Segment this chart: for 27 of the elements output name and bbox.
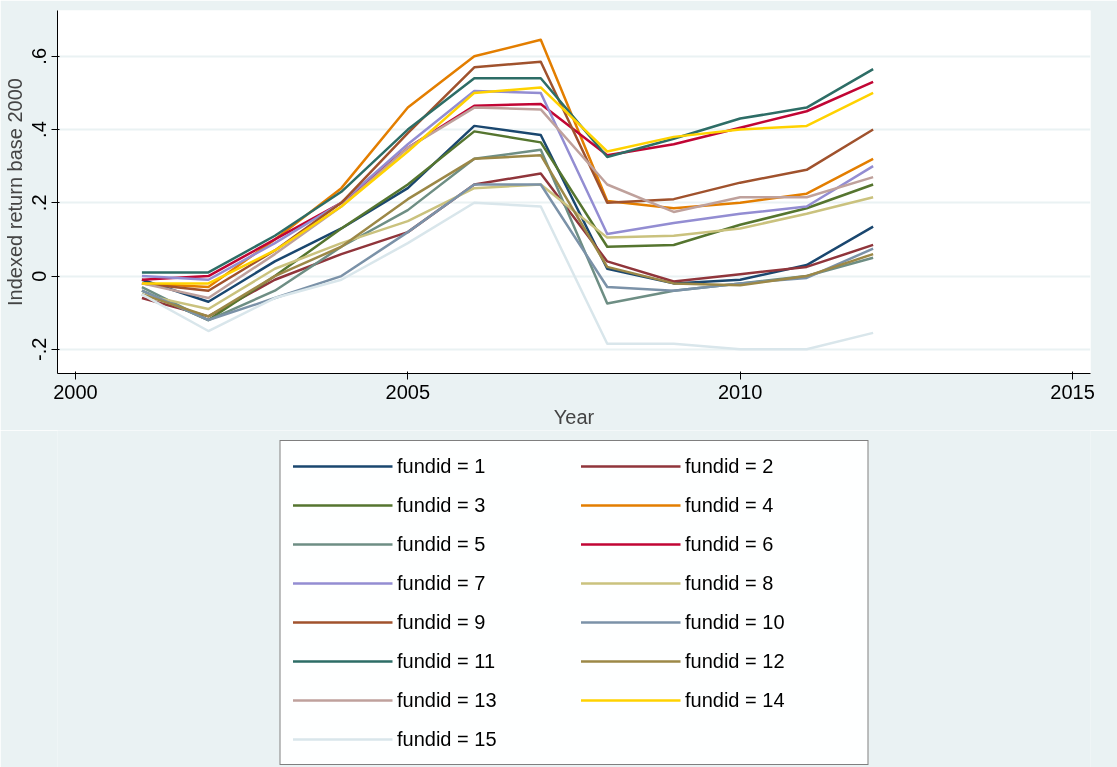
legend-label: fundid = 7 [397, 571, 487, 595]
legend-label: fundid = 12 [685, 649, 786, 673]
x-tick-label: 2010 [717, 380, 763, 403]
x-tick-label: 2015 [1050, 380, 1095, 403]
legend-label: fundid = 10 [685, 610, 786, 634]
y-tick-label: -.2 [28, 337, 51, 361]
x-tick-label: 2000 [53, 380, 98, 403]
y-tick-label: .6 [28, 47, 51, 65]
y-axis-title: Indexed return base 2000 [3, 78, 26, 306]
legend-label: fundid = 13 [397, 688, 498, 712]
line-series [140, 201, 875, 351]
legend-label: fundid = 15 [397, 727, 498, 751]
legend-label: fundid = 4 [685, 493, 775, 517]
legend-label: fundid = 8 [685, 571, 775, 595]
legend-label: fundid = 3 [397, 493, 487, 517]
legend-label: fundid = 6 [685, 532, 775, 556]
legend-label: fundid = 1 [397, 454, 487, 478]
y-tick-label: 0 [28, 270, 51, 282]
legend-label: fundid = 5 [397, 532, 487, 556]
legend-label: fundid = 11 [397, 649, 497, 673]
x-axis-title: Year [553, 405, 595, 428]
x-tick-label: 2005 [385, 380, 431, 403]
y-tick-label: .4 [28, 121, 51, 138]
legend-label: fundid = 14 [685, 688, 786, 712]
legend-label: fundid = 9 [397, 610, 487, 634]
legend-label: fundid = 2 [685, 454, 775, 478]
y-tick-label: .2 [28, 194, 51, 212]
